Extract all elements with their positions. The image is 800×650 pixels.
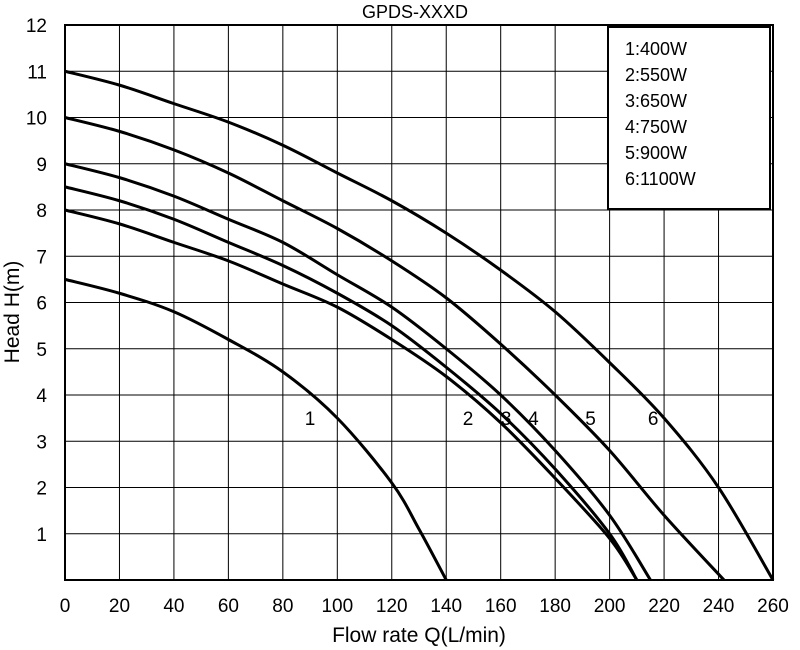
plot-frame xyxy=(64,24,774,581)
y-tick-label: 5 xyxy=(36,340,47,361)
x-tick-label: 180 xyxy=(539,596,571,617)
y-tick-label: 12 xyxy=(26,16,47,37)
y-axis-label: Head H(m) xyxy=(1,261,24,364)
x-tick-label: 60 xyxy=(218,596,239,617)
curve-6 xyxy=(64,69,775,581)
x-tick-label: 140 xyxy=(430,596,462,617)
y-tick-label: 8 xyxy=(36,201,47,222)
x-tick-label: 80 xyxy=(272,596,293,617)
curve-label-6: 6 xyxy=(648,409,659,430)
x-tick-label: 120 xyxy=(376,596,408,617)
legend: 1:400W 2:550W 3:650W 4:750W 5:900W 6:1100W xyxy=(607,26,771,210)
y-tick-label: 1 xyxy=(36,525,47,546)
y-tick-label: 7 xyxy=(36,247,47,268)
y-tick-label: 6 xyxy=(36,294,47,315)
curve-label-4: 4 xyxy=(528,409,539,430)
y-tick-label: 10 xyxy=(26,109,47,130)
y-tick-label: 4 xyxy=(36,386,47,407)
legend-entry: 4:750W xyxy=(625,117,687,137)
y-tick-label: 9 xyxy=(36,155,47,176)
x-tick-label: 0 xyxy=(60,596,71,617)
curve-1 xyxy=(64,277,448,581)
legend-entry: 2:550W xyxy=(625,65,687,85)
curve-5 xyxy=(64,116,726,582)
chart-title: GPDS-XXXD xyxy=(362,2,468,22)
legend-entry: 6:1100W xyxy=(625,169,696,189)
curve-3 xyxy=(64,185,639,581)
legend-box xyxy=(607,26,771,210)
x-tick-labels: 0 20 40 60 80 100 120 140 160 180 200 220 240 260 xyxy=(60,596,789,617)
y-tick-label: 11 xyxy=(27,62,47,83)
legend-entry: 3:650W xyxy=(625,91,687,111)
curve-label-2: 2 xyxy=(463,409,474,430)
y-tick-label: 2 xyxy=(36,479,47,500)
curve-label-3: 3 xyxy=(501,409,512,430)
x-tick-label: 260 xyxy=(757,596,789,617)
legend-entry: 1:400W xyxy=(625,39,687,59)
curve-2 xyxy=(64,208,639,581)
legend-entry: 5:900W xyxy=(625,143,687,163)
x-tick-label: 200 xyxy=(594,596,626,617)
x-axis-label: Flow rate Q(L/min) xyxy=(332,624,506,647)
x-tick-label: 20 xyxy=(109,596,130,617)
curve-label-5: 5 xyxy=(585,409,596,430)
x-tick-label: 220 xyxy=(648,596,680,617)
curve-4 xyxy=(64,162,652,581)
x-tick-label: 240 xyxy=(703,596,735,617)
x-tick-label: 160 xyxy=(485,596,517,617)
y-tick-label: 3 xyxy=(36,432,47,453)
x-tick-label: 100 xyxy=(321,596,353,617)
curve-label-1: 1 xyxy=(305,409,316,430)
curves xyxy=(64,69,775,582)
x-tick-label: 40 xyxy=(163,596,184,617)
